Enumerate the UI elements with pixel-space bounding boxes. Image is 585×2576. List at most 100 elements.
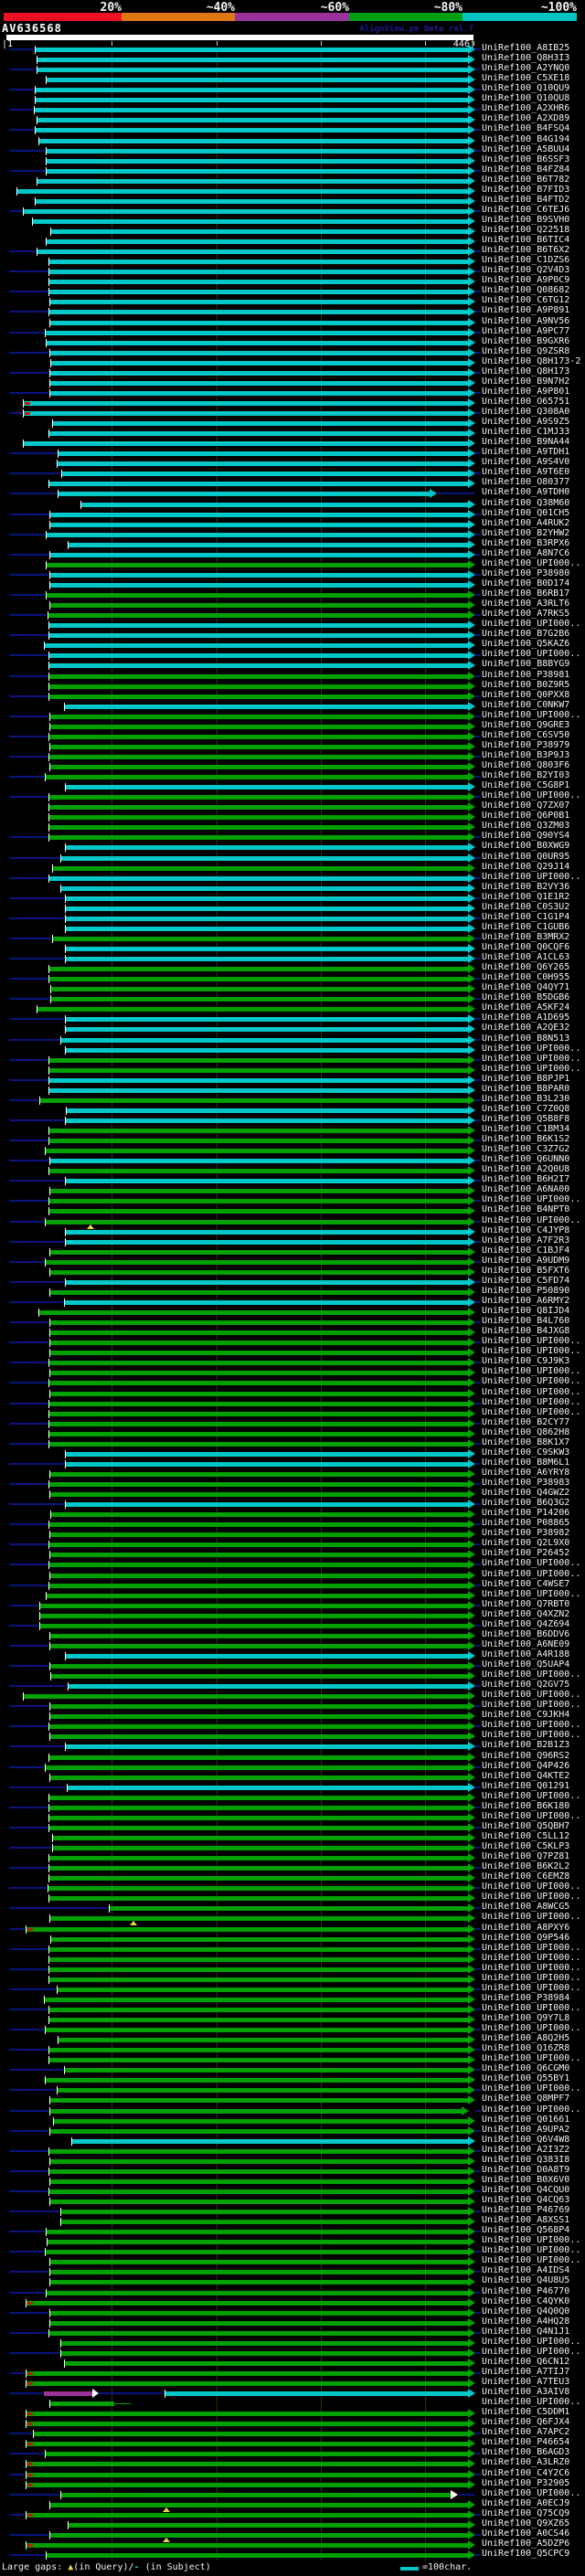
- alignment-bar[interactable]: [66, 1179, 468, 1183]
- alignment-bar[interactable]: [46, 2452, 468, 2456]
- alignment-bar[interactable]: [50, 603, 468, 608]
- alignment-bar[interactable]: [66, 1462, 468, 1467]
- alignment-bar[interactable]: [49, 1876, 468, 1881]
- subject-label[interactable]: UniRef100_C5FD74: [482, 1276, 570, 1286]
- alignment-bar[interactable]: [49, 260, 468, 264]
- subject-label[interactable]: UniRef100_B0Z9R5: [482, 680, 570, 690]
- alignment-bar[interactable]: [49, 1866, 468, 1871]
- subject-label[interactable]: UniRef100_B3RPX6: [482, 538, 570, 548]
- subject-label[interactable]: UniRef100_A4R188: [482, 1649, 570, 1659]
- alignment-bar[interactable]: [27, 2442, 468, 2446]
- subject-label[interactable]: UniRef100_Q08682: [482, 285, 570, 295]
- alignment-bar[interactable]: [49, 1482, 468, 1487]
- alignment-bar[interactable]: [81, 503, 468, 507]
- alignment-bar[interactable]: [51, 1512, 468, 1517]
- alignment-bar[interactable]: [50, 1634, 468, 1638]
- alignment-bar[interactable]: [49, 1078, 468, 1083]
- subject-label[interactable]: UniRef100_UPI000..: [482, 1963, 581, 1973]
- subject-label[interactable]: UniRef100_C5KLP3: [482, 1841, 570, 1851]
- subject-label[interactable]: UniRef100_A5KF24: [482, 1002, 570, 1012]
- alignment-bar[interactable]: [48, 2240, 468, 2244]
- subject-label[interactable]: UniRef100_UPI000..: [482, 2245, 581, 2255]
- subject-label[interactable]: UniRef100_A9P801: [482, 387, 570, 397]
- alignment-bar[interactable]: [66, 1240, 468, 1245]
- alignment-bar[interactable]: [49, 431, 468, 436]
- subject-label[interactable]: UniRef100_P38984: [482, 1993, 570, 2003]
- subject-label[interactable]: UniRef100_Q8H3I3: [482, 53, 570, 63]
- subject-label[interactable]: UniRef100_UPI000..: [482, 1730, 581, 1740]
- subject-label[interactable]: UniRef100_Q2V4D3: [482, 265, 570, 275]
- alignment-bar[interactable]: [50, 2311, 468, 2316]
- alignment-bar[interactable]: [49, 2008, 468, 2012]
- alignment-bar[interactable]: [50, 573, 468, 578]
- subject-label[interactable]: UniRef100_Q4Q0Q0: [482, 2306, 570, 2316]
- subject-label[interactable]: UniRef100_P38981: [482, 670, 570, 680]
- subject-label[interactable]: UniRef100_C5LL12: [482, 1831, 570, 1841]
- alignment-bar[interactable]: [40, 1614, 468, 1618]
- alignment-bar[interactable]: [50, 715, 468, 719]
- subject-label[interactable]: UniRef100_B2CY77: [482, 1417, 570, 1427]
- subject-label[interactable]: UniRef100_B2VY36: [482, 882, 570, 892]
- subject-label[interactable]: UniRef100_A7F2R3: [482, 1235, 570, 1246]
- alignment-bar[interactable]: [50, 321, 468, 325]
- subject-label[interactable]: UniRef100_UPI000..: [482, 1407, 581, 1417]
- subject-label[interactable]: UniRef100_C1BM34: [482, 1124, 570, 1134]
- subject-label[interactable]: UniRef100_A1D695: [482, 1012, 570, 1023]
- alignment-bar[interactable]: [36, 88, 468, 92]
- alignment-bar[interactable]: [47, 2291, 468, 2295]
- subject-label[interactable]: UniRef100_B6K2L2: [482, 1861, 570, 1871]
- subject-label[interactable]: UniRef100_B4L760: [482, 1316, 570, 1326]
- subject-label[interactable]: UniRef100_Q4P426: [482, 1761, 570, 1771]
- alignment-bar[interactable]: [49, 977, 468, 981]
- alignment-bar[interactable]: [49, 1361, 468, 1365]
- subject-label[interactable]: UniRef100_B9NA44: [482, 437, 570, 447]
- alignment-bar[interactable]: [46, 1149, 468, 1153]
- subject-label[interactable]: UniRef100_C3Z7G2: [482, 1144, 570, 1154]
- subject-label[interactable]: UniRef100_A6RMY2: [482, 1296, 570, 1306]
- alignment-bar[interactable]: [47, 2230, 468, 2234]
- alignment-bar[interactable]: [61, 2493, 451, 2497]
- alignment-bar[interactable]: [47, 2553, 468, 2558]
- alignment-bar[interactable]: [37, 68, 468, 72]
- alignment-bar[interactable]: [27, 2422, 468, 2426]
- subject-label[interactable]: UniRef100_Q0UR95: [482, 852, 570, 862]
- alignment-bar[interactable]: [49, 735, 468, 739]
- alignment-bar[interactable]: [27, 2543, 468, 2548]
- subject-label[interactable]: UniRef100_B0XWG9: [482, 841, 570, 851]
- alignment-bar[interactable]: [47, 149, 468, 154]
- alignment-bar[interactable]: [49, 1957, 468, 1962]
- subject-label[interactable]: UniRef100_Q568P4: [482, 2225, 570, 2235]
- alignment-bar[interactable]: [66, 1118, 468, 1123]
- alignment-bar[interactable]: [51, 361, 468, 366]
- alignment-bar[interactable]: [51, 987, 468, 991]
- subject-label[interactable]: UniRef100_C5XE18: [482, 73, 570, 83]
- subject-label[interactable]: UniRef100_B5DGB6: [482, 992, 570, 1002]
- alignment-bar[interactable]: [49, 815, 468, 820]
- alignment-bar[interactable]: [46, 2078, 468, 2083]
- alignment-bar[interactable]: [47, 78, 468, 82]
- alignment-bar[interactable]: [58, 492, 430, 496]
- alignment-bar[interactable]: [49, 876, 468, 881]
- subject-label[interactable]: UniRef100_B3L230: [482, 1094, 570, 1104]
- subject-label[interactable]: UniRef100_C4WSE7: [482, 1579, 570, 1589]
- subject-label[interactable]: UniRef100_UPI000..: [482, 1690, 581, 1700]
- alignment-bar[interactable]: [47, 533, 468, 537]
- alignment-bar[interactable]: [49, 663, 468, 668]
- alignment-bar[interactable]: [27, 2412, 468, 2416]
- alignment-bar[interactable]: [50, 2200, 468, 2204]
- alignment-bar[interactable]: [17, 189, 468, 194]
- subject-label[interactable]: UniRef100_A8XSS1: [482, 2215, 570, 2225]
- alignment-bar[interactable]: [50, 1371, 468, 1375]
- subject-label[interactable]: UniRef100_C1DZS6: [482, 255, 570, 265]
- subject-label[interactable]: UniRef100_B7FID3: [482, 185, 570, 195]
- subject-label[interactable]: UniRef100_C5DDM1: [482, 2407, 570, 2417]
- subject-label[interactable]: UniRef100_UPI000..: [482, 558, 581, 568]
- alignment-bar[interactable]: [50, 2503, 468, 2507]
- alignment-bar[interactable]: [49, 674, 468, 679]
- alignment-bar[interactable]: [49, 623, 468, 628]
- subject-label[interactable]: UniRef100_A4IDS4: [482, 2265, 570, 2275]
- subject-label[interactable]: UniRef100_UPI000..: [482, 710, 581, 720]
- subject-label[interactable]: UniRef100_A6NE09: [482, 1639, 570, 1649]
- alignment-bar[interactable]: [66, 1048, 468, 1053]
- alignment-bar[interactable]: [49, 633, 468, 638]
